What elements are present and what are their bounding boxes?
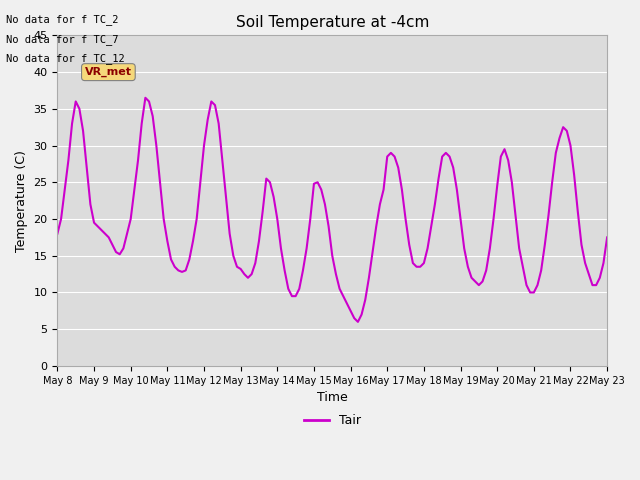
Title: Soil Temperature at -4cm: Soil Temperature at -4cm: [236, 15, 429, 30]
Text: No data for f TC_12: No data for f TC_12: [6, 53, 125, 64]
Text: VR_met: VR_met: [85, 67, 132, 77]
Legend: Tair: Tair: [299, 409, 366, 432]
Text: No data for f TC_2: No data for f TC_2: [6, 14, 119, 25]
Text: No data for f TC_7: No data for f TC_7: [6, 34, 119, 45]
Y-axis label: Temperature (C): Temperature (C): [15, 150, 28, 252]
X-axis label: Time: Time: [317, 391, 348, 404]
